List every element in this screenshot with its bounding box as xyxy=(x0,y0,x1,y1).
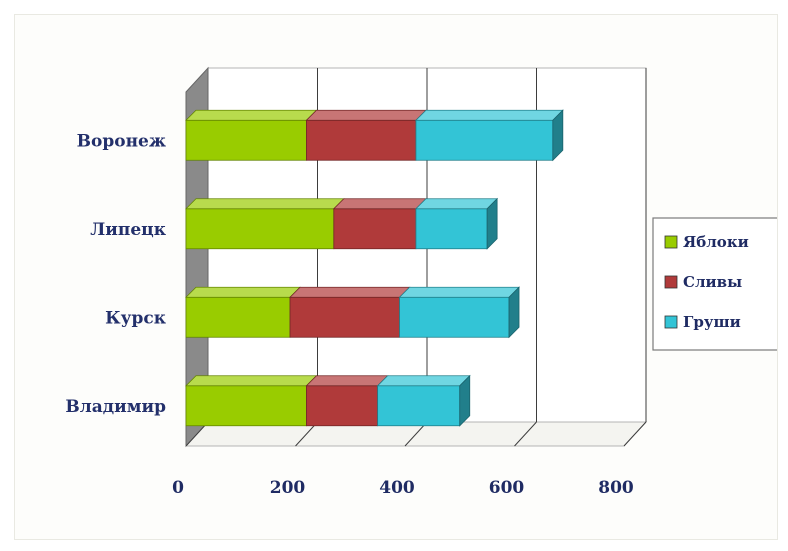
bar-segment-top xyxy=(414,109,564,121)
chart-area: Владимир Курск Липецк Воронеж 0 200 400 600 800 Я… xyxy=(14,14,780,540)
bar-segment-top xyxy=(414,198,499,210)
bar-segment-top xyxy=(185,375,318,387)
legend-label: Яблоки xyxy=(683,233,749,251)
bar-segment xyxy=(399,296,510,338)
bar-segment-top xyxy=(185,109,318,121)
bar-segment-top xyxy=(305,375,389,387)
x-tick-label: 600 xyxy=(489,478,525,498)
x-tick-label: 800 xyxy=(598,478,634,498)
x-tick-label: 0 xyxy=(172,478,184,498)
category-label: Воронеж xyxy=(77,131,166,151)
bar-segment xyxy=(306,119,417,161)
bar-segment-top xyxy=(376,375,471,387)
legend-swatch xyxy=(664,235,678,249)
bar-segment-top xyxy=(185,198,345,210)
bar-segment xyxy=(333,208,417,250)
bar-segment xyxy=(377,385,461,427)
bar-segment-top xyxy=(305,109,427,121)
category-label: Липецк xyxy=(90,220,166,240)
bar-end-face xyxy=(486,197,498,250)
bar-segment-top xyxy=(185,286,301,298)
stacked-bar-chart: Владимир Курск Липецк Воронеж 0 200 400 600 800 Я… xyxy=(65,66,780,498)
legend-swatch xyxy=(664,315,678,329)
x-tick-label: 200 xyxy=(270,478,306,498)
x-tick-label: 400 xyxy=(379,478,415,498)
bar-segment xyxy=(415,208,488,250)
bar-segment xyxy=(185,119,307,161)
category-label: Владимир xyxy=(65,397,166,417)
bar-end-face xyxy=(552,109,564,162)
legend-swatch xyxy=(664,275,678,289)
floor-gridline xyxy=(514,421,537,447)
bar-segment xyxy=(289,296,400,338)
bar-segment-top xyxy=(398,286,520,298)
bar-segment xyxy=(185,208,335,250)
legend-label: Сливы xyxy=(683,273,742,291)
bar-segment xyxy=(185,296,291,338)
legend-label: Груши xyxy=(683,313,741,331)
bar-segment xyxy=(415,119,554,161)
bar-segment-top xyxy=(289,286,411,298)
bar-end-face xyxy=(459,374,471,427)
bar-end-face xyxy=(508,286,520,339)
bar-segment xyxy=(306,385,379,427)
bar-segment-top xyxy=(332,198,427,210)
bar-segment xyxy=(185,385,307,427)
category-label: Курск xyxy=(105,308,167,328)
floor-gridline xyxy=(623,421,647,447)
